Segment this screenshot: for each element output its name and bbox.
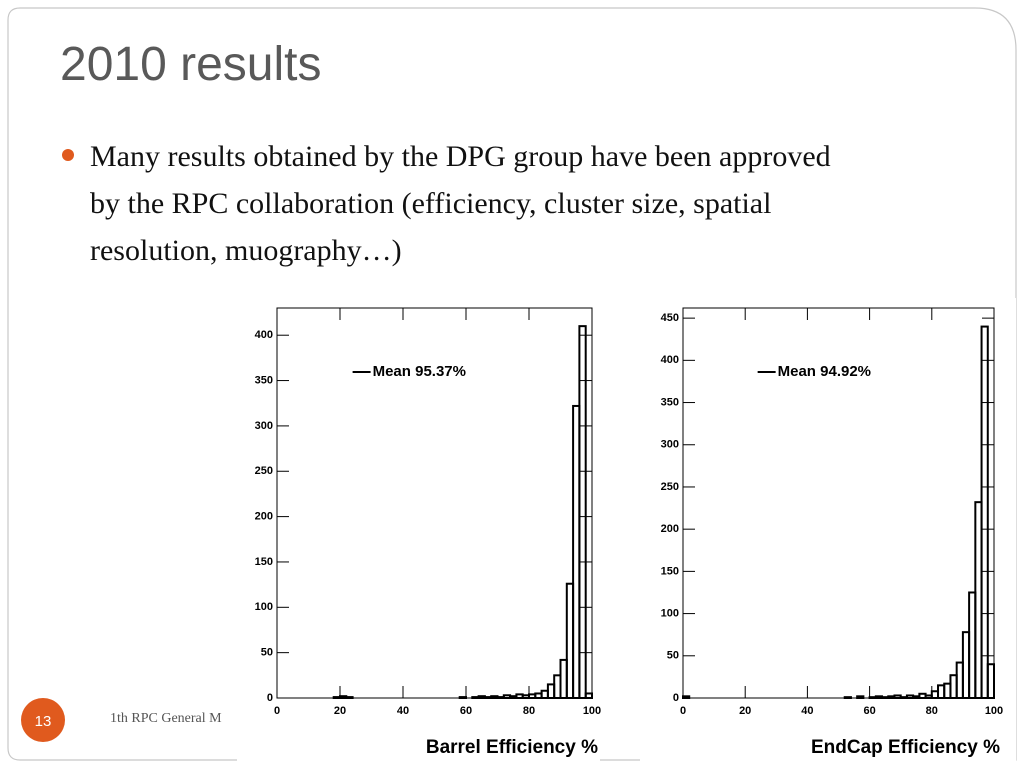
y-tick-label: 400 [661,354,679,366]
x-tick-label: 80 [926,705,938,717]
x-tick-label: 0 [274,705,280,717]
histogram-bin [986,663,996,699]
y-tick-label: 100 [661,607,679,619]
histogram-bin [458,696,468,699]
footer: 1th RPC General M [110,711,222,726]
plot-frame [682,307,995,699]
y-tick-label: 0 [673,692,679,704]
x-axis-label: EndCap Efficiency % [811,737,1000,758]
x-tick-label: 20 [739,705,751,717]
y-tick-label: 150 [661,565,679,577]
histogram-bin [980,325,989,699]
bullet-dot [62,149,74,161]
histogram-bin [856,695,865,700]
y-tick-label: 300 [255,420,273,432]
y-tick-label: 100 [255,601,273,613]
annotation: Mean 95.37% [373,363,466,380]
histogram-bin [345,696,354,699]
bullet-line: Many results obtained by the DPG group h… [90,140,831,173]
annotation: Mean 94.92% [778,363,871,380]
y-tick-label: 350 [661,396,679,408]
y-tick-label: 150 [255,556,273,568]
x-axis-label: Barrel Efficiency % [426,737,598,758]
y-tick-label: 250 [255,465,273,477]
page-number: 13 [35,713,52,730]
histogram-bin [584,692,594,699]
x-tick-label: 40 [801,705,813,717]
histogram-bin [578,325,587,699]
y-tick-label: 50 [667,650,679,662]
bullet-line: by the RPC collaboration (efficiency, cl… [90,187,771,220]
x-tick-label: 60 [460,705,472,717]
histogram-bin [682,695,691,700]
y-tick-label: 250 [661,481,679,493]
x-tick-label: 0 [680,705,686,717]
slide-title: 2010 results [60,38,322,91]
y-tick-label: 200 [661,523,679,535]
plot-frame [276,307,593,699]
chart-panel [237,298,600,768]
x-tick-label: 60 [863,705,875,717]
page-number-badge [21,698,65,742]
y-tick-label: 50 [261,647,273,659]
y-tick-label: 450 [661,312,679,324]
x-tick-label: 80 [523,705,535,717]
histogram-bin [843,696,852,699]
y-tick-label: 200 [255,511,273,523]
y-tick-label: 400 [255,329,273,341]
x-tick-label: 100 [985,705,1003,717]
x-tick-label: 40 [397,705,409,717]
y-tick-label: 0 [267,692,273,704]
bullet-line: resolution, muography…) [90,234,402,267]
y-tick-label: 350 [255,374,273,386]
chart-panel [640,298,1016,768]
x-tick-label: 20 [334,705,346,717]
x-tick-label: 100 [583,705,601,717]
y-tick-label: 300 [661,439,679,451]
